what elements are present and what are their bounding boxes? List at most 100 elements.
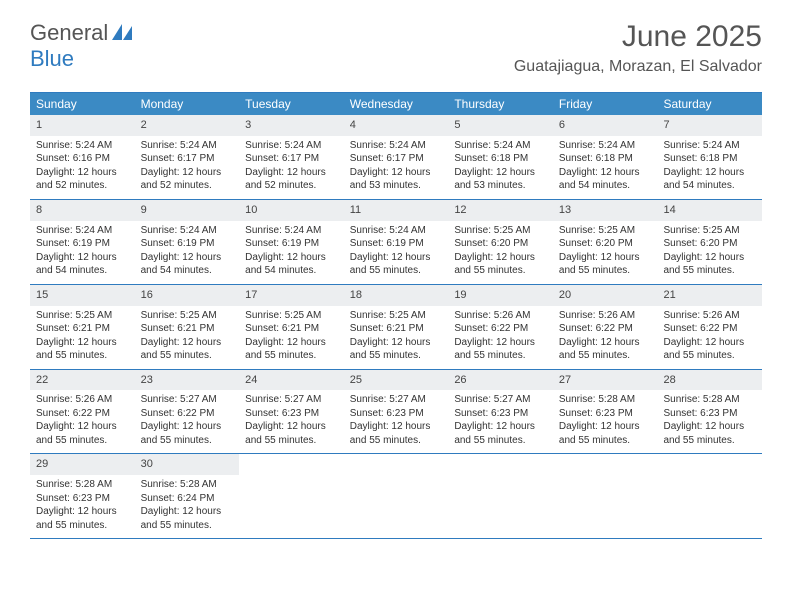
daylight-text: Daylight: 12 hours and 55 minutes. xyxy=(245,336,338,363)
sunset-text: Sunset: 6:18 PM xyxy=(663,152,756,166)
calendar-day: 23Sunrise: 5:27 AMSunset: 6:22 PMDayligh… xyxy=(135,370,240,454)
day-body: Sunrise: 5:25 AMSunset: 6:21 PMDaylight:… xyxy=(135,306,240,369)
day-body: Sunrise: 5:28 AMSunset: 6:23 PMDaylight:… xyxy=(30,475,135,538)
day-body: Sunrise: 5:26 AMSunset: 6:22 PMDaylight:… xyxy=(553,306,658,369)
day-number: 28 xyxy=(657,370,762,391)
day-body: Sunrise: 5:24 AMSunset: 6:18 PMDaylight:… xyxy=(657,136,762,199)
calendar-day: 12Sunrise: 5:25 AMSunset: 6:20 PMDayligh… xyxy=(448,200,553,284)
weekday-row: Sunday Monday Tuesday Wednesday Thursday… xyxy=(30,93,762,115)
sunrise-text: Sunrise: 5:25 AM xyxy=(350,309,443,323)
day-number: 8 xyxy=(30,200,135,221)
sunrise-text: Sunrise: 5:25 AM xyxy=(245,309,338,323)
calendar-day: . xyxy=(448,454,553,538)
day-number: 20 xyxy=(553,285,658,306)
sunrise-text: Sunrise: 5:25 AM xyxy=(663,224,756,238)
day-body: Sunrise: 5:28 AMSunset: 6:23 PMDaylight:… xyxy=(657,390,762,453)
day-number: 21 xyxy=(657,285,762,306)
day-number: 6 xyxy=(553,115,658,136)
sunset-text: Sunset: 6:23 PM xyxy=(350,407,443,421)
sunset-text: Sunset: 6:21 PM xyxy=(36,322,129,336)
sunset-text: Sunset: 6:22 PM xyxy=(454,322,547,336)
sunset-text: Sunset: 6:17 PM xyxy=(350,152,443,166)
day-body: Sunrise: 5:26 AMSunset: 6:22 PMDaylight:… xyxy=(448,306,553,369)
calendar-day: 2Sunrise: 5:24 AMSunset: 6:17 PMDaylight… xyxy=(135,115,240,199)
calendar-day: 24Sunrise: 5:27 AMSunset: 6:23 PMDayligh… xyxy=(239,370,344,454)
daylight-text: Daylight: 12 hours and 55 minutes. xyxy=(36,505,129,532)
sunset-text: Sunset: 6:24 PM xyxy=(141,492,234,506)
daylight-text: Daylight: 12 hours and 55 minutes. xyxy=(559,336,652,363)
day-body: Sunrise: 5:27 AMSunset: 6:23 PMDaylight:… xyxy=(344,390,449,453)
sunrise-text: Sunrise: 5:24 AM xyxy=(245,224,338,238)
day-body: Sunrise: 5:25 AMSunset: 6:20 PMDaylight:… xyxy=(553,221,658,284)
sunrise-text: Sunrise: 5:28 AM xyxy=(141,478,234,492)
day-number: 12 xyxy=(448,200,553,221)
calendar-day: 14Sunrise: 5:25 AMSunset: 6:20 PMDayligh… xyxy=(657,200,762,284)
calendar-day: . xyxy=(553,454,658,538)
sunset-text: Sunset: 6:22 PM xyxy=(36,407,129,421)
sunrise-text: Sunrise: 5:24 AM xyxy=(36,224,129,238)
calendar-day: 11Sunrise: 5:24 AMSunset: 6:19 PMDayligh… xyxy=(344,200,449,284)
day-number: 10 xyxy=(239,200,344,221)
daylight-text: Daylight: 12 hours and 53 minutes. xyxy=(350,166,443,193)
day-number: 13 xyxy=(553,200,658,221)
sunrise-text: Sunrise: 5:27 AM xyxy=(245,393,338,407)
day-number: 18 xyxy=(344,285,449,306)
day-number: 19 xyxy=(448,285,553,306)
day-body: Sunrise: 5:24 AMSunset: 6:19 PMDaylight:… xyxy=(30,221,135,284)
calendar-day: 28Sunrise: 5:28 AMSunset: 6:23 PMDayligh… xyxy=(657,370,762,454)
day-number: 3 xyxy=(239,115,344,136)
weekday-friday: Friday xyxy=(553,93,658,115)
sunset-text: Sunset: 6:19 PM xyxy=(36,237,129,251)
day-body: Sunrise: 5:24 AMSunset: 6:17 PMDaylight:… xyxy=(344,136,449,199)
sunset-text: Sunset: 6:17 PM xyxy=(245,152,338,166)
calendar-day: 13Sunrise: 5:25 AMSunset: 6:20 PMDayligh… xyxy=(553,200,658,284)
daylight-text: Daylight: 12 hours and 54 minutes. xyxy=(36,251,129,278)
day-body: Sunrise: 5:24 AMSunset: 6:19 PMDaylight:… xyxy=(239,221,344,284)
day-body: Sunrise: 5:24 AMSunset: 6:17 PMDaylight:… xyxy=(239,136,344,199)
daylight-text: Daylight: 12 hours and 55 minutes. xyxy=(141,336,234,363)
calendar-day: 18Sunrise: 5:25 AMSunset: 6:21 PMDayligh… xyxy=(344,285,449,369)
daylight-text: Daylight: 12 hours and 54 minutes. xyxy=(663,166,756,193)
calendar-week: 8Sunrise: 5:24 AMSunset: 6:19 PMDaylight… xyxy=(30,200,762,285)
day-body: Sunrise: 5:27 AMSunset: 6:22 PMDaylight:… xyxy=(135,390,240,453)
day-number: 27 xyxy=(553,370,658,391)
day-number: 1 xyxy=(30,115,135,136)
sunrise-text: Sunrise: 5:24 AM xyxy=(245,139,338,153)
day-number: 17 xyxy=(239,285,344,306)
sunrise-text: Sunrise: 5:24 AM xyxy=(36,139,129,153)
sunrise-text: Sunrise: 5:24 AM xyxy=(454,139,547,153)
calendar-day: 22Sunrise: 5:26 AMSunset: 6:22 PMDayligh… xyxy=(30,370,135,454)
day-body: Sunrise: 5:28 AMSunset: 6:23 PMDaylight:… xyxy=(553,390,658,453)
day-number: 30 xyxy=(135,454,240,475)
sunset-text: Sunset: 6:22 PM xyxy=(559,322,652,336)
sunrise-text: Sunrise: 5:25 AM xyxy=(559,224,652,238)
daylight-text: Daylight: 12 hours and 55 minutes. xyxy=(559,251,652,278)
sunset-text: Sunset: 6:23 PM xyxy=(454,407,547,421)
calendar-day: 7Sunrise: 5:24 AMSunset: 6:18 PMDaylight… xyxy=(657,115,762,199)
daylight-text: Daylight: 12 hours and 52 minutes. xyxy=(245,166,338,193)
sunset-text: Sunset: 6:23 PM xyxy=(663,407,756,421)
sunrise-text: Sunrise: 5:24 AM xyxy=(141,139,234,153)
calendar-day: 17Sunrise: 5:25 AMSunset: 6:21 PMDayligh… xyxy=(239,285,344,369)
daylight-text: Daylight: 12 hours and 52 minutes. xyxy=(141,166,234,193)
day-number: 11 xyxy=(344,200,449,221)
sunrise-text: Sunrise: 5:27 AM xyxy=(350,393,443,407)
calendar: Sunday Monday Tuesday Wednesday Thursday… xyxy=(30,92,762,539)
calendar-day: 8Sunrise: 5:24 AMSunset: 6:19 PMDaylight… xyxy=(30,200,135,284)
daylight-text: Daylight: 12 hours and 54 minutes. xyxy=(559,166,652,193)
daylight-text: Daylight: 12 hours and 55 minutes. xyxy=(36,420,129,447)
sunrise-text: Sunrise: 5:24 AM xyxy=(141,224,234,238)
day-number: 25 xyxy=(344,370,449,391)
sunrise-text: Sunrise: 5:26 AM xyxy=(559,309,652,323)
daylight-text: Daylight: 12 hours and 52 minutes. xyxy=(36,166,129,193)
calendar-day: 3Sunrise: 5:24 AMSunset: 6:17 PMDaylight… xyxy=(239,115,344,199)
weekday-saturday: Saturday xyxy=(657,93,762,115)
sunrise-text: Sunrise: 5:24 AM xyxy=(350,139,443,153)
day-body: Sunrise: 5:24 AMSunset: 6:19 PMDaylight:… xyxy=(135,221,240,284)
calendar-day: 6Sunrise: 5:24 AMSunset: 6:18 PMDaylight… xyxy=(553,115,658,199)
sunset-text: Sunset: 6:22 PM xyxy=(141,407,234,421)
day-number: 7 xyxy=(657,115,762,136)
sunrise-text: Sunrise: 5:24 AM xyxy=(350,224,443,238)
day-body: Sunrise: 5:24 AMSunset: 6:18 PMDaylight:… xyxy=(448,136,553,199)
day-number: 2 xyxy=(135,115,240,136)
